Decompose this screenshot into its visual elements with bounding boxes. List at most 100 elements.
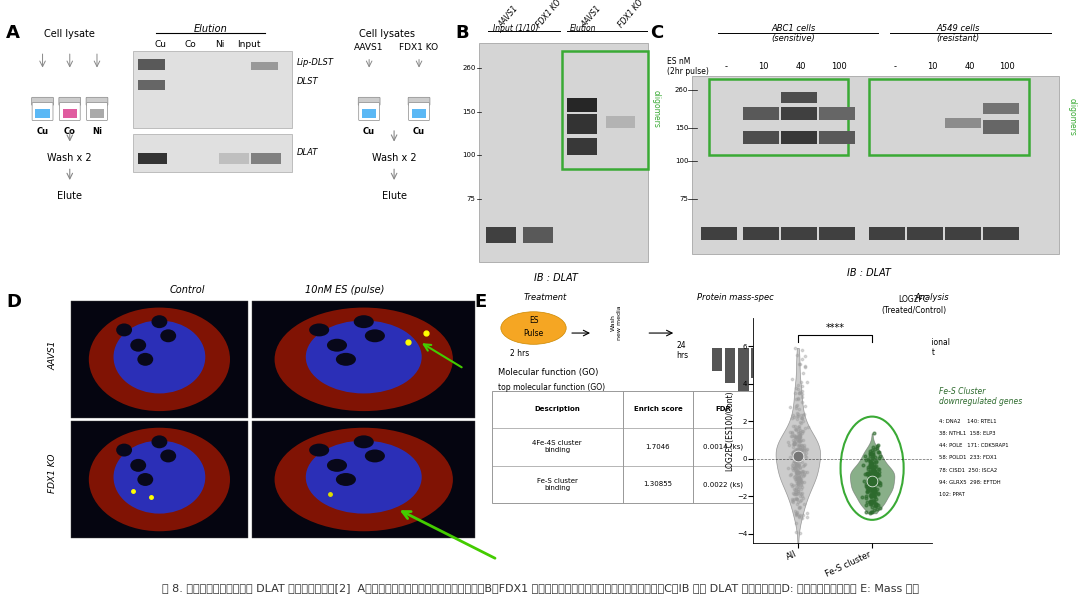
- Point: [858, 493, 875, 503]
- Point: [866, 483, 883, 492]
- Point: [862, 507, 879, 517]
- Point: [865, 471, 882, 480]
- Text: Molecular function (GO): Molecular function (GO): [498, 368, 598, 377]
- Point: [792, 469, 809, 479]
- Point: [787, 460, 805, 469]
- Point: [787, 467, 805, 477]
- Point: [867, 499, 885, 508]
- Point: [866, 445, 883, 454]
- Point: [787, 403, 805, 412]
- Point: [786, 458, 804, 467]
- Point: [780, 437, 797, 447]
- Point: [787, 452, 805, 462]
- Text: 0.0022 (ks): 0.0022 (ks): [703, 481, 743, 488]
- Text: Cu: Cu: [363, 127, 375, 136]
- Point: [864, 449, 881, 458]
- Point: [787, 447, 805, 457]
- Text: Enrich score: Enrich score: [634, 406, 683, 412]
- Ellipse shape: [327, 459, 347, 472]
- Point: [868, 475, 886, 485]
- Text: 58: POLD1  233: FDX1: 58: POLD1 233: FDX1: [939, 455, 997, 460]
- Point: [798, 452, 815, 462]
- Point: [792, 452, 809, 462]
- Point: [867, 494, 885, 504]
- Bar: [983, 227, 1018, 240]
- Point: [783, 427, 800, 436]
- Text: 40: 40: [964, 62, 975, 72]
- Point: [799, 422, 816, 432]
- Bar: [945, 119, 981, 128]
- Point: [787, 519, 805, 528]
- Point: [866, 482, 883, 491]
- Point: [793, 444, 810, 454]
- Point: [787, 394, 805, 403]
- Point: [863, 502, 880, 512]
- Bar: [781, 131, 816, 144]
- Point: [866, 500, 883, 510]
- Text: 10nM ES (pulse): 10nM ES (pulse): [306, 285, 384, 296]
- Point: [795, 467, 812, 476]
- Point: [797, 351, 814, 361]
- Point: [863, 507, 880, 517]
- Point: [785, 448, 802, 457]
- Point: [860, 468, 877, 477]
- Point: [789, 463, 807, 473]
- Point: [863, 496, 880, 506]
- Text: FDX1 KO: FDX1 KO: [617, 0, 645, 29]
- Point: [869, 489, 887, 499]
- Point: [786, 488, 804, 497]
- Point: [859, 469, 876, 479]
- Point: [784, 488, 801, 497]
- Point: [860, 473, 877, 482]
- Bar: [781, 227, 816, 240]
- Point: [787, 449, 805, 458]
- Text: 38: NTHL1  158: ELP3: 38: NTHL1 158: ELP3: [939, 431, 996, 436]
- Point: [862, 477, 879, 486]
- Point: [789, 411, 807, 420]
- Point: [791, 467, 808, 477]
- Point: [864, 450, 881, 460]
- Point: [796, 477, 813, 487]
- Point: [788, 451, 806, 461]
- Point: [859, 469, 876, 479]
- FancyBboxPatch shape: [32, 103, 53, 120]
- Bar: [819, 227, 854, 240]
- Point: [866, 486, 883, 496]
- Ellipse shape: [336, 473, 356, 486]
- Point: [789, 451, 807, 460]
- Point: [786, 489, 804, 499]
- Point: [787, 467, 805, 477]
- Point: [791, 428, 808, 437]
- Point: [861, 446, 878, 455]
- Bar: [253, 300, 475, 418]
- Point: [786, 453, 804, 462]
- Point: [798, 378, 815, 387]
- Bar: [90, 109, 105, 119]
- Point: [865, 462, 882, 472]
- Text: Wash x 2: Wash x 2: [48, 153, 92, 163]
- Point: [793, 445, 810, 455]
- Text: Analysis: Analysis: [914, 293, 949, 302]
- Point: [864, 465, 881, 474]
- Point: [786, 440, 804, 449]
- Text: Cu: Cu: [413, 127, 426, 136]
- Point: [792, 447, 809, 457]
- Point: [794, 461, 811, 471]
- Text: 150: 150: [462, 108, 475, 114]
- Point: [787, 460, 805, 470]
- Text: A: A: [6, 24, 21, 42]
- Point: [791, 421, 808, 431]
- Point: [791, 510, 808, 520]
- Ellipse shape: [117, 443, 132, 457]
- Point: [783, 429, 800, 438]
- Point: [865, 474, 882, 483]
- Point: [794, 398, 811, 407]
- Point: [866, 501, 883, 511]
- Point: [781, 402, 798, 411]
- Point: [786, 424, 804, 434]
- Bar: [781, 92, 816, 103]
- Point: [787, 510, 805, 519]
- Point: [789, 467, 807, 477]
- Point: [791, 454, 808, 463]
- Point: [867, 470, 885, 480]
